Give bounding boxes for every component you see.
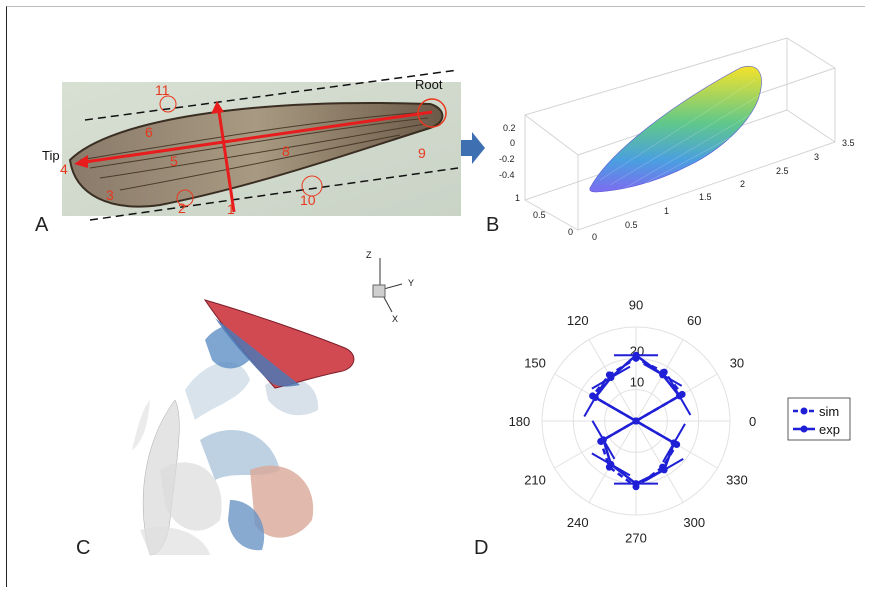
tip-label: Tip <box>42 148 60 163</box>
figure-frame <box>6 6 865 587</box>
span-arrowhead <box>74 155 88 168</box>
z-tick-label: -0.2 <box>499 154 515 164</box>
z-tick-label: 0 <box>510 138 515 148</box>
angle-tick-label: 90 <box>629 297 643 312</box>
legend-marker-sim <box>800 407 808 415</box>
arrow-a-to-b <box>461 132 485 164</box>
x-tick-label: 3 <box>814 152 819 162</box>
coordinate-triad <box>372 258 403 313</box>
error-bar <box>583 377 608 418</box>
x-tick-label: 2 <box>740 179 745 189</box>
polar-spoke <box>635 339 684 422</box>
angle-tick-label: 0 <box>749 414 756 429</box>
legend-box <box>787 397 851 441</box>
panel-a-letter: A <box>35 214 49 236</box>
panel-d-letter: D <box>474 537 489 559</box>
marker-10-circle <box>301 175 323 197</box>
angle-tick-label: 330 <box>726 472 748 487</box>
x-tick-label: 1.5 <box>699 192 712 202</box>
panel-c-letter: C <box>76 537 91 559</box>
panel-b-letter: B <box>486 214 500 236</box>
edge-line-bottom <box>89 167 459 221</box>
error-bar <box>591 452 631 477</box>
angle-tick-label: 150 <box>524 356 546 371</box>
edge-line-top <box>84 69 459 121</box>
surface-mesh <box>599 79 761 189</box>
y-tick-label: 1 <box>515 193 520 203</box>
vein-number-3: 3 <box>106 187 114 203</box>
z-tick-label: 0.2 <box>503 123 516 133</box>
y-tick-label: 0 <box>568 227 573 237</box>
z-tick-label: -0.4 <box>499 170 515 180</box>
angle-tick-label: 60 <box>687 313 701 328</box>
vein-number-10: 10 <box>300 192 316 208</box>
angle-tick-label: 270 <box>625 531 647 546</box>
chord-arrowhead <box>211 101 224 114</box>
x-tick-label: 0.5 <box>625 220 638 230</box>
vein-number-1: 1 <box>227 201 235 217</box>
polar-spoke <box>635 420 684 503</box>
error-bar <box>591 420 616 460</box>
radial-tick-label: 10 <box>630 375 644 390</box>
error-bar <box>643 363 683 387</box>
axis-z-label: Z <box>366 250 372 260</box>
error-bar <box>591 365 631 390</box>
error-bar <box>662 423 686 463</box>
vein-number-2: 2 <box>178 200 186 216</box>
vein-number-5: 5 <box>170 153 178 169</box>
vein-number-4: 4 <box>60 161 68 177</box>
chord-line <box>216 104 236 213</box>
span-line <box>77 110 433 165</box>
legend-marker-exp <box>800 425 808 433</box>
axis-y-label: Y <box>408 278 414 288</box>
wing-surface <box>589 65 762 193</box>
angle-tick-label: 30 <box>730 356 744 371</box>
angle-tick-label: 120 <box>567 313 589 328</box>
series-point-exp <box>632 417 640 425</box>
error-bar <box>667 376 692 416</box>
root-circle <box>417 98 447 128</box>
marker-2-circle <box>176 189 194 207</box>
angle-tick-label: 300 <box>683 515 705 530</box>
angle-tick-label: 240 <box>567 515 589 530</box>
vein-number-11: 11 <box>155 82 170 98</box>
root-label: Root <box>415 77 443 92</box>
wing-veins <box>79 111 431 191</box>
wing-underside-blue <box>215 318 300 387</box>
wing-shape <box>68 102 444 208</box>
x-tick-label: 3.5 <box>842 138 855 148</box>
x-tick-label: 1 <box>664 206 669 216</box>
angle-tick-label: 210 <box>524 472 546 487</box>
x-tick-label: 0 <box>592 232 597 242</box>
angle-tick-label: 180 <box>509 414 531 429</box>
vein-number-9: 9 <box>418 145 426 161</box>
legend-label-sim: sim <box>819 404 839 419</box>
axis-x-label: X <box>392 314 398 324</box>
marker-11-circle <box>159 95 177 113</box>
legend-label-exp: exp <box>819 422 840 437</box>
vein-number-8: 8 <box>282 143 290 159</box>
vortex-structures <box>132 324 319 556</box>
x-tick-label: 2.5 <box>776 166 789 176</box>
y-tick-label: 0.5 <box>533 210 546 220</box>
vein-number-6: 6 <box>145 124 153 140</box>
error-bar <box>644 457 684 482</box>
